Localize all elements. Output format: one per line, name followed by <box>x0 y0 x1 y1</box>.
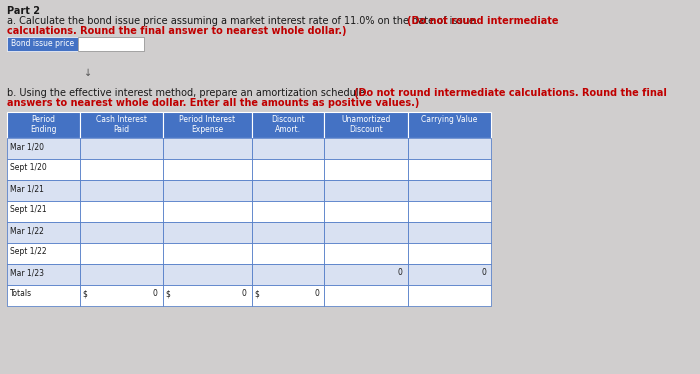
Bar <box>7 264 80 285</box>
Bar <box>163 138 252 159</box>
Bar <box>252 138 325 159</box>
Bar <box>7 201 80 222</box>
Text: $: $ <box>83 289 88 298</box>
Bar <box>80 180 163 201</box>
Text: Sept 1/22: Sept 1/22 <box>10 247 46 256</box>
Bar <box>325 222 408 243</box>
Bar <box>252 112 325 138</box>
Bar <box>7 159 80 180</box>
Bar <box>163 264 252 285</box>
Bar <box>7 285 80 306</box>
Bar <box>163 285 252 306</box>
Text: ↓: ↓ <box>84 68 92 78</box>
Bar <box>7 243 80 264</box>
Bar <box>408 285 491 306</box>
Bar <box>7 138 80 159</box>
Bar <box>7 37 78 51</box>
Bar <box>252 180 325 201</box>
Bar <box>252 201 325 222</box>
Text: 0: 0 <box>241 289 246 298</box>
Text: Sept 1/20: Sept 1/20 <box>10 163 46 172</box>
Bar <box>408 201 491 222</box>
Text: b. Using the effective interest method, prepare an amortization schedule.: b. Using the effective interest method, … <box>7 88 371 98</box>
Bar <box>80 264 163 285</box>
Text: a. Calculate the bond issue price assuming a market interest rate of 11.0% on th: a. Calculate the bond issue price assumi… <box>7 16 481 26</box>
Text: Sept 1/21: Sept 1/21 <box>10 205 46 214</box>
Text: Part 2: Part 2 <box>7 6 40 16</box>
Bar <box>325 201 408 222</box>
Text: calculations. Round the final answer to nearest whole dollar.): calculations. Round the final answer to … <box>7 26 346 36</box>
Text: (Do not round intermediate calculations. Round the final: (Do not round intermediate calculations.… <box>354 88 667 98</box>
Text: Unamortized
Discount: Unamortized Discount <box>342 115 391 134</box>
Bar <box>7 112 80 138</box>
Text: $: $ <box>255 289 260 298</box>
Bar <box>80 243 163 264</box>
Bar <box>163 180 252 201</box>
Bar <box>325 285 408 306</box>
Bar <box>80 112 163 138</box>
Text: Carrying Value: Carrying Value <box>421 115 478 124</box>
Bar <box>80 285 163 306</box>
Bar <box>408 222 491 243</box>
Text: Period
Ending: Period Ending <box>30 115 57 134</box>
Bar <box>325 159 408 180</box>
Text: Mar 1/20: Mar 1/20 <box>10 142 43 151</box>
Bar <box>163 201 252 222</box>
Text: Mar 1/21: Mar 1/21 <box>10 184 43 193</box>
Bar <box>325 138 408 159</box>
Bar <box>408 264 491 285</box>
Text: Mar 1/23: Mar 1/23 <box>10 268 43 277</box>
Bar <box>78 37 144 51</box>
Text: (Do not round intermediate: (Do not round intermediate <box>407 16 559 26</box>
Text: Cash Interest
Paid: Cash Interest Paid <box>96 115 147 134</box>
Bar <box>408 243 491 264</box>
Bar <box>408 180 491 201</box>
Bar <box>408 159 491 180</box>
Bar <box>325 264 408 285</box>
Text: 0: 0 <box>153 289 158 298</box>
Bar <box>252 222 325 243</box>
Text: answers to nearest whole dollar. Enter all the amounts as positive values.): answers to nearest whole dollar. Enter a… <box>7 98 419 108</box>
Bar <box>7 180 80 201</box>
Text: $: $ <box>166 289 171 298</box>
Text: 0: 0 <box>481 268 486 277</box>
Bar <box>252 264 325 285</box>
Bar <box>325 112 408 138</box>
Text: 0: 0 <box>398 268 402 277</box>
Bar <box>408 112 491 138</box>
Bar <box>252 285 325 306</box>
Bar <box>80 201 163 222</box>
Bar <box>80 138 163 159</box>
Bar <box>163 222 252 243</box>
Bar <box>7 222 80 243</box>
Bar <box>163 159 252 180</box>
Bar <box>80 159 163 180</box>
Text: Bond issue price: Bond issue price <box>11 39 74 48</box>
Bar <box>325 243 408 264</box>
Text: 0: 0 <box>314 289 319 298</box>
Text: Mar 1/22: Mar 1/22 <box>10 226 43 235</box>
Bar <box>252 243 325 264</box>
Bar <box>325 180 408 201</box>
Bar <box>252 159 325 180</box>
Bar <box>80 222 163 243</box>
Text: Period Interest
Expense: Period Interest Expense <box>179 115 235 134</box>
Bar <box>408 138 491 159</box>
Bar <box>163 112 252 138</box>
Text: Discount
Amort.: Discount Amort. <box>272 115 305 134</box>
Text: Totals: Totals <box>10 289 32 298</box>
Bar <box>163 243 252 264</box>
